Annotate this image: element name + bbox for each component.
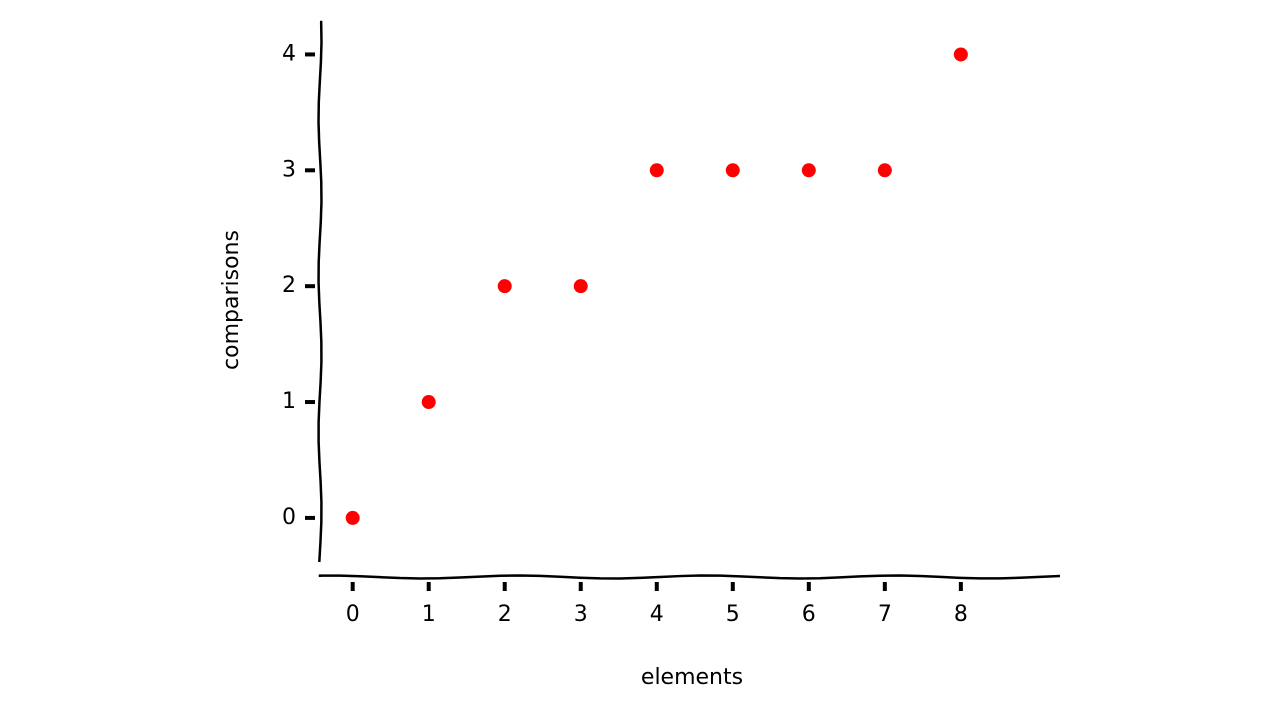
- x-tick-label: 8: [954, 602, 968, 627]
- x-tick-label: 0: [346, 602, 360, 627]
- point: [877, 163, 892, 178]
- x-tick-label: 6: [802, 602, 816, 627]
- point: [953, 47, 968, 62]
- x-tick-label: 4: [650, 602, 664, 627]
- point: [497, 279, 512, 294]
- x-axis: [318, 574, 1061, 580]
- x-tick-label: 3: [574, 602, 588, 627]
- point: [801, 163, 816, 178]
- x-tick-label: 5: [726, 602, 740, 627]
- point: [345, 510, 360, 525]
- x-tick-label: 2: [498, 602, 512, 627]
- x-tick-label: 7: [878, 602, 892, 627]
- y-axis: [317, 20, 323, 563]
- x-tick-label: 1: [422, 602, 436, 627]
- y-tick-label: 1: [282, 389, 296, 414]
- point: [421, 395, 436, 410]
- point: [649, 163, 664, 178]
- y-tick-label: 4: [282, 41, 296, 66]
- y-tick-label: 3: [282, 157, 296, 182]
- point: [725, 163, 740, 178]
- y-tick-label: 0: [282, 505, 296, 530]
- y-tick-label: 2: [282, 273, 296, 298]
- point: [573, 279, 588, 294]
- y-axis-label: comparisons: [219, 230, 244, 370]
- x-axis-label: elements: [641, 665, 743, 690]
